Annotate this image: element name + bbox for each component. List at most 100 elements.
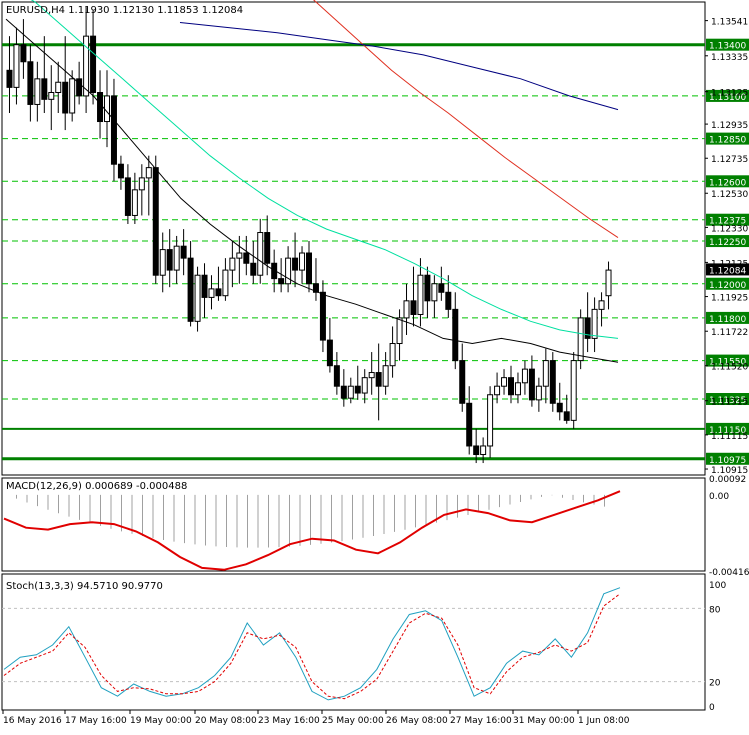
- level-label: 1.13400: [709, 42, 746, 52]
- candle-body: [382, 365, 389, 387]
- candle-body: [83, 35, 90, 97]
- candle-body: [145, 167, 152, 179]
- candle-body: [361, 377, 368, 394]
- moving-average-line: [30, 0, 619, 339]
- candle-body: [605, 269, 612, 297]
- macd-scale-label: 0.00: [709, 492, 729, 502]
- time-label: 23 May 16:00: [258, 716, 320, 726]
- candle-body: [138, 177, 145, 191]
- current-price-label: 1.12084: [709, 266, 746, 276]
- candle-body: [424, 274, 431, 302]
- stoch-scale-label: 0: [709, 703, 715, 713]
- candle-body: [41, 78, 48, 100]
- level-label-bg: [706, 38, 749, 51]
- candle-body: [159, 249, 166, 276]
- level-label-bg: [706, 422, 749, 435]
- moving-average-line: [5, 18, 619, 363]
- candle-body: [271, 262, 278, 280]
- stoch-title: Stoch(13,3,3) 94.5710 90.9770: [6, 581, 163, 592]
- candle-body: [375, 372, 382, 387]
- candle-body: [494, 385, 501, 396]
- macd-title: MACD(12,26,9) 0.000689 -0.000488: [6, 481, 187, 492]
- symbol-header: EURUSD,H4 1.11930 1.12130 1.11853 1.1208…: [6, 5, 243, 16]
- panel-frame: [1, 477, 706, 572]
- candle-body: [431, 283, 438, 302]
- candle-body: [97, 92, 104, 123]
- axis-label: 1.12735: [711, 155, 748, 165]
- candle-body: [563, 411, 570, 421]
- candle-body: [236, 252, 243, 259]
- candle-body: [62, 81, 69, 114]
- candle-body: [250, 262, 257, 276]
- candle-body: [124, 177, 131, 216]
- candle-body: [549, 360, 556, 404]
- axis-label: 1.13335: [711, 53, 748, 63]
- candle-body: [514, 382, 521, 396]
- candle-body: [591, 308, 598, 339]
- candle-body: [403, 300, 410, 319]
- price-axis: 1.13400 1.13100 1.12850 1.12600 1.12375 1.122…: [705, 18, 749, 476]
- macd-panel: 0.00092 0.00 -0.004167: [1, 475, 749, 578]
- candle-body: [340, 385, 347, 399]
- macd-scale-label: -0.004167: [709, 568, 749, 578]
- candle-body: [508, 377, 514, 396]
- candle-body: [556, 402, 563, 413]
- candle-body: [410, 300, 417, 315]
- candle-body: [354, 385, 361, 394]
- candle-body: [264, 232, 271, 264]
- level-label: 1.12600: [709, 178, 746, 188]
- level-label-bg: [706, 132, 749, 145]
- candle-body: [278, 278, 285, 285]
- axis-label: 1.12935: [711, 121, 748, 131]
- candle-body: [90, 35, 97, 94]
- candle-body: [326, 339, 333, 367]
- level-label-bg: [706, 89, 749, 102]
- level-label-bg: [706, 175, 749, 188]
- candle-body: [69, 78, 76, 114]
- candle-body: [117, 163, 124, 179]
- stoch-scale-label: 80: [709, 605, 721, 615]
- level-label-bg: [706, 235, 749, 248]
- time-label: 16 May 2016: [3, 716, 62, 726]
- level-label: 1.11325: [709, 396, 746, 406]
- candle-body: [187, 257, 194, 322]
- candle-body: [473, 445, 480, 456]
- level-label-bg: [706, 311, 749, 324]
- candle-body: [480, 445, 487, 456]
- price-panel: [1, 0, 706, 476]
- candle-body: [229, 257, 236, 271]
- candle-body: [13, 44, 20, 88]
- candle-body: [570, 360, 577, 421]
- time-label: 19 May 00:00: [130, 716, 192, 726]
- candle-body: [215, 288, 222, 297]
- candle-body: [131, 189, 138, 216]
- level-label: 1.10975: [709, 456, 746, 466]
- panel-frame: [1, 1, 706, 476]
- time-label: 17 May 16:00: [65, 716, 127, 726]
- candle-body: [577, 317, 584, 362]
- candle-body: [333, 365, 340, 387]
- candle-body: [299, 252, 306, 271]
- axis-label: 1.11520: [711, 363, 748, 373]
- candle-body: [542, 360, 549, 387]
- time-label: 25 May 00:00: [322, 716, 384, 726]
- level-label: 1.12375: [709, 217, 746, 227]
- candle-body: [152, 167, 159, 276]
- candle-body: [312, 283, 319, 293]
- level-label: 1.12000: [709, 281, 746, 291]
- time-label: 27 May 16:00: [450, 716, 512, 726]
- stoch-scale-label: 100: [709, 581, 726, 591]
- stoch-scale-label: 20: [709, 679, 721, 689]
- candle-body: [201, 274, 208, 298]
- candle-body: [459, 360, 466, 404]
- candle-body: [34, 78, 41, 105]
- stoch-signal-line: [3, 593, 621, 700]
- candle-body: [487, 394, 494, 447]
- candle-body: [173, 245, 180, 271]
- level-label: 1.11800: [709, 315, 746, 325]
- candle-body: [180, 245, 187, 259]
- candle-body: [438, 283, 445, 293]
- candle-body: [417, 274, 424, 315]
